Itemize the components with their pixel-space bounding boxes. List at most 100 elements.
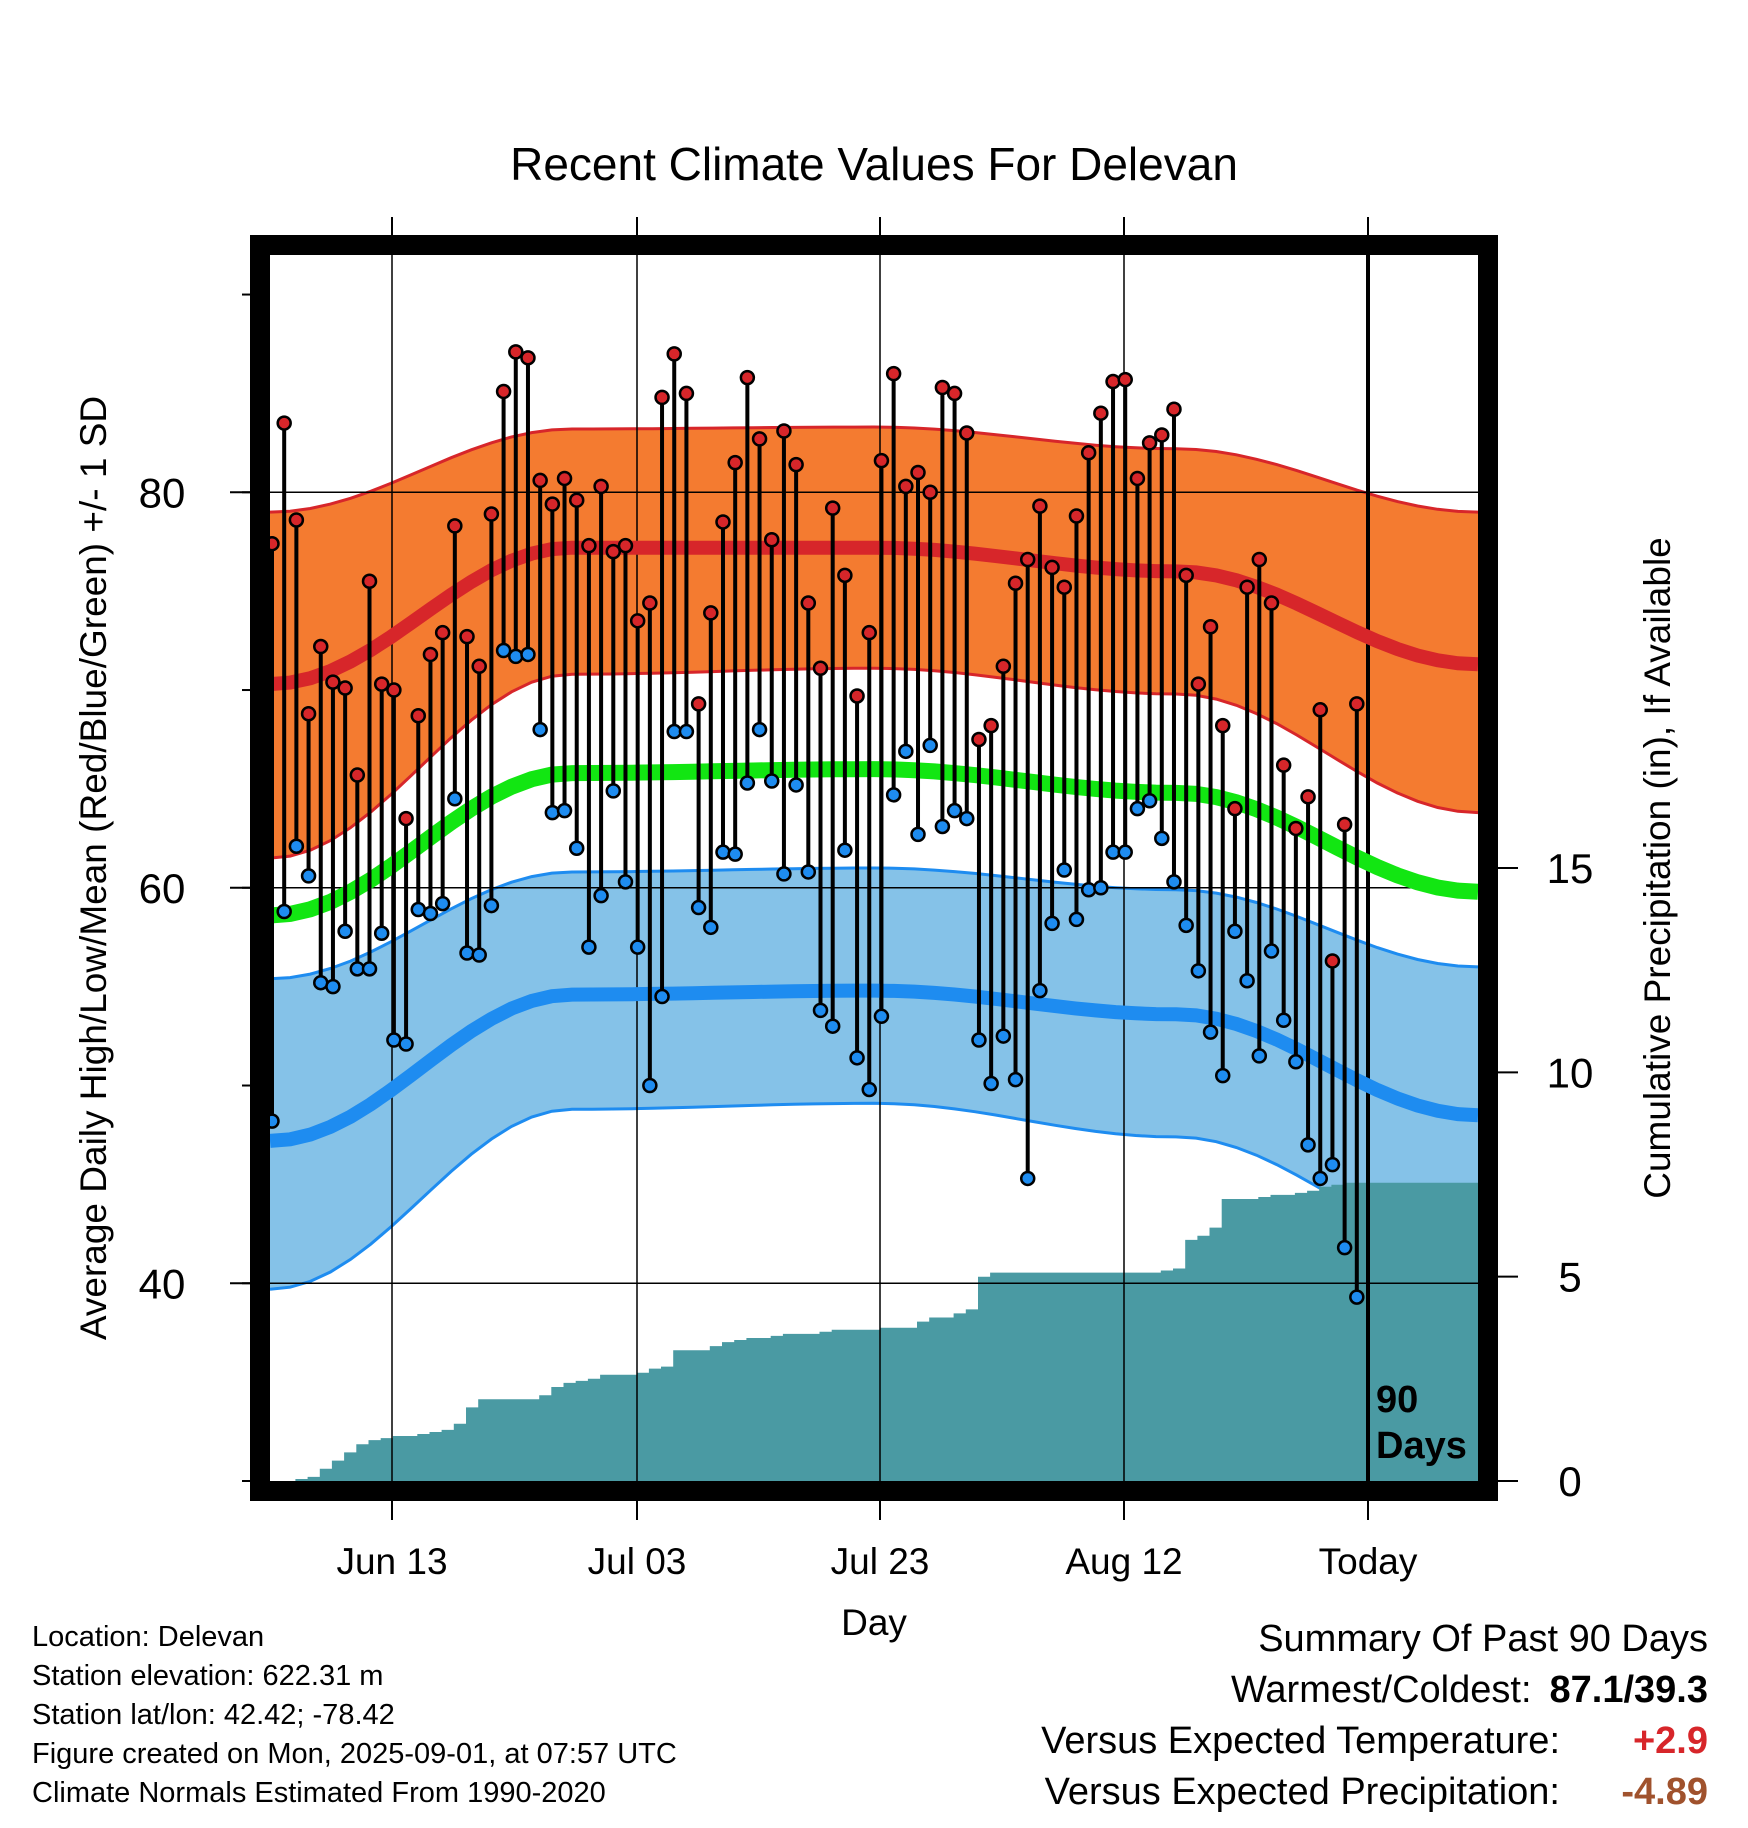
high-point [824,500,841,516]
high-point [1154,427,1170,443]
high-point [727,454,743,471]
low-point [593,887,609,904]
low-point [861,1081,878,1098]
summary-heading: Summary Of Past 90 Days [1258,1618,1708,1660]
high-point [556,470,573,487]
high-point [1166,401,1182,417]
high-point [617,537,634,554]
low-point [459,945,475,961]
low-point [629,939,646,955]
high-point [739,369,756,386]
low-point [325,978,341,995]
high-point [544,496,561,512]
precip-row: Versus Expected Precipitation: -4.89 [1041,1767,1708,1818]
high-point [1312,702,1328,718]
low-point [885,787,902,803]
temp-row: Versus Expected Temperature: +2.9 [1041,1716,1708,1767]
low-point [1300,1137,1316,1153]
low-point [1227,923,1243,940]
low-point [788,777,804,793]
elevation-text: Station elevation: 622.31 m [32,1660,384,1692]
low-point [1007,1071,1024,1088]
low-point [983,1075,999,1092]
high-point [447,518,463,534]
low-point [1068,911,1085,928]
high-point [495,383,512,400]
y2-axis-label: Cumulative Precipitation (in), If Availa… [1637,537,1678,1199]
high-point [398,810,414,827]
high-point [410,707,427,724]
high-point [1288,820,1304,837]
low-point [1166,874,1182,890]
high-point [642,595,658,611]
x-tick-label: Aug 12 [1065,1541,1182,1582]
low-sd-band-lower-edge [269,1101,1479,1291]
high-point [1117,371,1133,388]
high-point [898,478,914,495]
high-point [300,706,317,722]
high-point [1324,953,1341,969]
high-point [837,567,853,584]
high-point [678,385,695,402]
low-point [1324,1156,1341,1173]
high-point [325,674,341,690]
high-point [910,464,926,481]
low-point [910,826,926,843]
low-point [617,874,634,890]
high-point [1044,559,1060,576]
high-point [946,385,963,402]
high-point [995,658,1012,675]
high-point [1007,575,1024,592]
high-point [763,531,780,548]
high-point [654,389,670,406]
low-point [824,1018,841,1034]
low-point [751,721,768,738]
high-point [593,478,609,495]
low-point [849,1050,865,1066]
high-point [849,688,865,704]
high-point [459,628,475,645]
low-point [556,802,573,819]
chart-title: Recent Climate Values For Delevan [510,138,1238,190]
low-point [1214,1067,1231,1084]
low-point [873,1008,890,1025]
high-sd-band-lower-edge [269,666,1479,860]
high-sd-band-upper-edge [269,425,1479,514]
high-point [812,660,829,677]
low-point [654,988,670,1005]
low-sd-band-upper-edge [269,866,1479,981]
high-point [983,717,999,734]
high-point [373,676,390,692]
created-text: Figure created on Mon, 2025-09-01, at 07… [32,1738,677,1770]
y-tick-label: 80 [139,469,186,516]
precip-area [270,1182,1478,1481]
low-point [361,961,378,977]
high-point [971,731,987,748]
high-point [861,624,878,641]
y2-tick-label: 15 [1547,845,1594,892]
low-point [1275,1012,1292,1029]
low-point [373,925,390,942]
low-point [1178,917,1194,934]
high-point [483,506,500,522]
low-point [495,642,512,659]
high-point [873,452,890,469]
x-tick-label: Jun 13 [336,1541,447,1582]
low-point [1093,880,1109,896]
low-point [508,648,524,665]
high-point [288,512,305,528]
high-point [776,423,792,439]
low-point [447,791,463,807]
normal-mean-line [269,761,1479,924]
high-point [349,767,366,783]
low-point [337,923,353,940]
x-tick-label: Jul 03 [588,1541,687,1582]
high-point [1349,696,1365,712]
high-point [568,492,585,508]
low-point [1032,982,1048,999]
low-point [763,773,780,789]
today-days-label: Days [1376,1425,1467,1467]
low-point [727,846,743,862]
high-point [1129,470,1146,487]
y2-tick-label: 10 [1547,1049,1594,1096]
